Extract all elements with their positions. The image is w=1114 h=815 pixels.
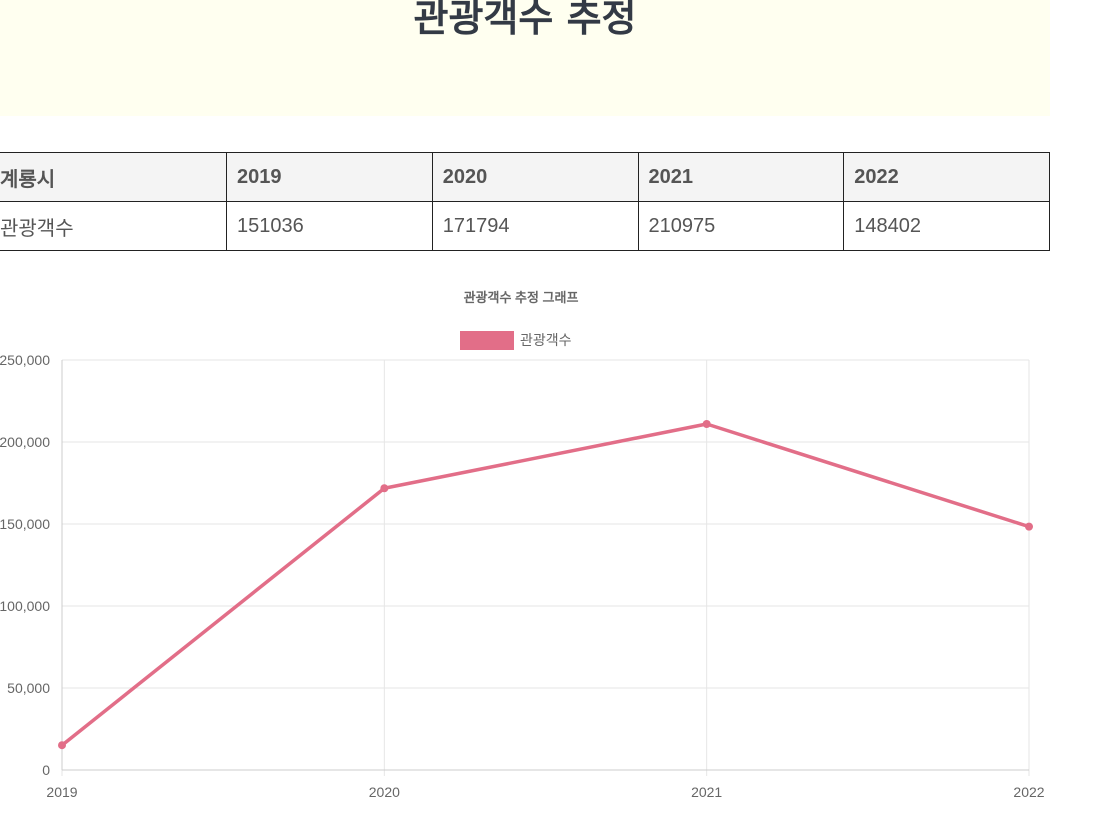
- table-row-label: 관광객수: [0, 201, 227, 251]
- y-tick-label: 100,000: [0, 598, 50, 614]
- page-header: 관광객수 추정: [0, 0, 1050, 116]
- line-chart: 관광객수 추정 그래프 관광객수 0 50,000 100,000 150,000 20…: [0, 290, 1045, 800]
- y-tick-label: 200,000: [0, 434, 50, 450]
- y-tick-label: 250,000: [0, 352, 50, 368]
- x-tick-label: 2019: [46, 784, 77, 800]
- chart-axes: 0 50,000 100,000 150,000 200,000 250,000 2019 2…: [0, 352, 1045, 800]
- chart-series: [58, 420, 1033, 750]
- y-tick-label: 50,000: [7, 680, 50, 696]
- visitor-table: 계룡시 2019 2020 2021 2022 관광객수 151036 1717…: [0, 152, 1050, 251]
- chart-container: 관광객수 추정 그래프 관광객수 0 50,000 100,000 150,000 20…: [0, 270, 1114, 811]
- table-header-cell: 2021: [637, 152, 845, 202]
- y-tick-label: 0: [42, 762, 50, 778]
- data-point[interactable]: [702, 420, 711, 429]
- table-header-cell: 2022: [843, 152, 1050, 202]
- series-line: [60, 422, 1030, 747]
- table-cell: 210975: [637, 201, 845, 251]
- table-cell: 171794: [431, 201, 639, 251]
- x-tick-label: 2020: [369, 784, 400, 800]
- chart-legend[interactable]: 관광객수: [460, 331, 572, 350]
- legend-label: 관광객수: [520, 332, 572, 348]
- data-point[interactable]: [58, 741, 66, 750]
- data-point[interactable]: [1025, 522, 1033, 531]
- x-tick-label: 2021: [691, 784, 722, 800]
- page-title: 관광객수 추정: [413, 0, 637, 40]
- table-cell: 148402: [843, 201, 1050, 251]
- table-cell: 151036: [226, 201, 433, 251]
- chart-grid: [61, 359, 1030, 776]
- data-point[interactable]: [380, 484, 389, 493]
- y-tick-label: 150,000: [0, 516, 50, 532]
- table-row: 관광객수 151036 171794 210975 148402: [0, 201, 1050, 251]
- chart-title: 관광객수 추정 그래프: [464, 290, 579, 305]
- table-header-cell: 2019: [226, 152, 433, 202]
- legend-swatch: [460, 331, 514, 350]
- x-tick-label: 2022: [1013, 784, 1044, 800]
- table-header-cell: 2020: [431, 152, 639, 202]
- table-header-cell: 계룡시: [0, 152, 227, 202]
- table-header-row: 계룡시 2019 2020 2021 2022: [0, 152, 1050, 202]
